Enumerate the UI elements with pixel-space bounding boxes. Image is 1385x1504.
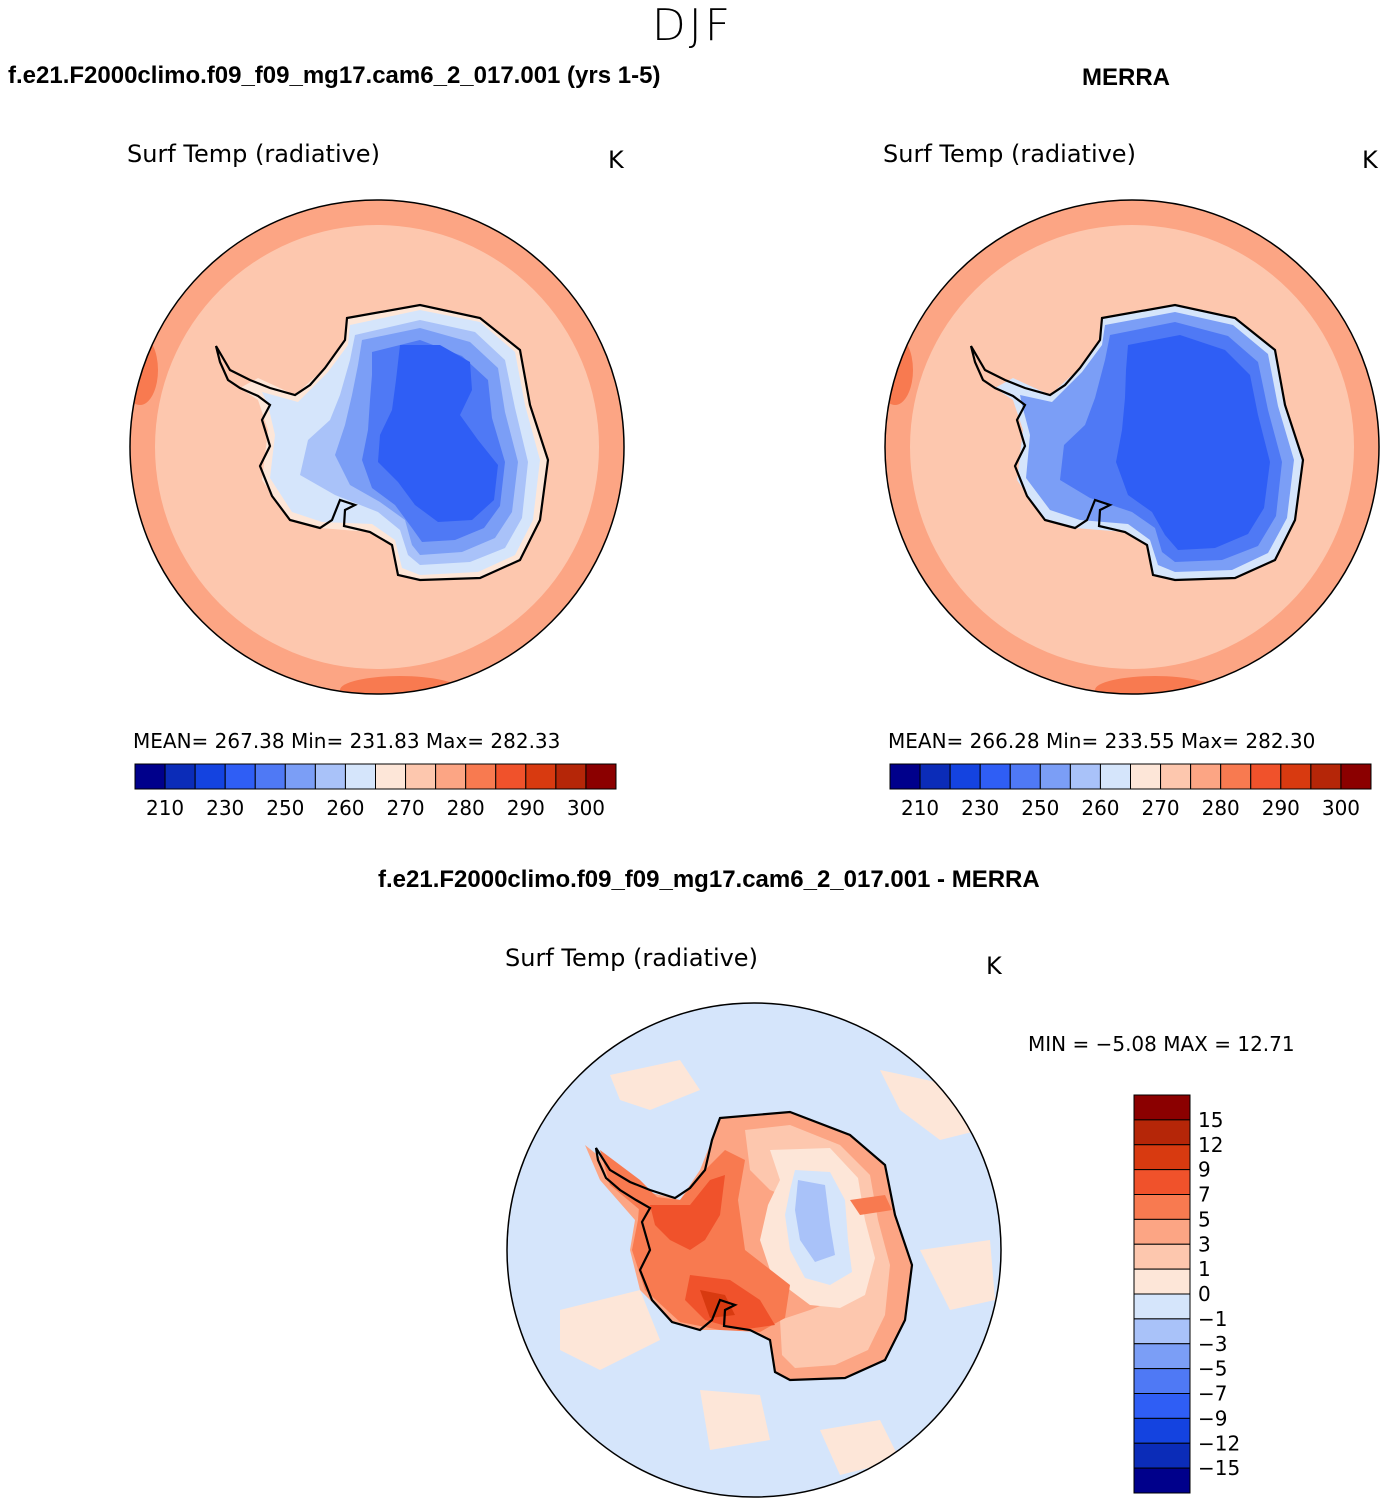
panel1-colorbar-swatch-9 xyxy=(405,763,437,790)
panel3-colorbar-swatch-0 xyxy=(1133,1094,1191,1121)
panel1-case-title: f.e21.F2000climo.f09_f09_mg17.cam6_2_017… xyxy=(8,62,661,89)
panel2-colorbar: 210 230 250 260 270 280 290 300 xyxy=(889,763,1372,820)
panel1-colorbar-swatch-6 xyxy=(314,763,346,790)
panel2-colorbar-swatch-10 xyxy=(1190,763,1222,790)
panel2-colorbar-tick-label: 230 xyxy=(961,796,999,820)
panel2-colorbar-swatch-14 xyxy=(1310,763,1342,790)
panel1-colorbar: 210 230 250 260 270 280 290 300 xyxy=(134,763,617,820)
panel3-colorbar-tick-label: −3 xyxy=(1198,1332,1227,1356)
panel2-colorbar-tick-label: 290 xyxy=(1262,796,1300,820)
panel3-colorbar-swatch-7 xyxy=(1133,1268,1191,1295)
panel2-colorbar-tick-label: 280 xyxy=(1202,796,1240,820)
panel1-colorbar-swatch-15 xyxy=(585,763,617,790)
panel1-colorbar-swatch-0 xyxy=(134,763,166,790)
figure-title: DJF xyxy=(651,0,734,51)
panel3-colorbar-swatch-6 xyxy=(1133,1243,1191,1270)
panel1-colorbar-swatch-2 xyxy=(194,763,226,790)
panel2-colorbar-tick-label: 210 xyxy=(901,796,939,820)
panel1-units-label: K xyxy=(608,146,624,174)
panel3-colorbar-tick-label: −1 xyxy=(1198,1307,1227,1331)
panel2-colorbar-swatch-9 xyxy=(1160,763,1192,790)
panel1-colorbar-tick-label: 230 xyxy=(206,796,244,820)
panel3-colorbar-swatch-14 xyxy=(1133,1442,1191,1469)
panel1-stats: MEAN= 267.38 Min= 231.83 Max= 282.33 xyxy=(133,729,561,753)
panel3-colorbar-swatch-1 xyxy=(1133,1119,1191,1146)
panel2-colorbar-swatch-4 xyxy=(1009,763,1041,790)
panel2-colorbar-tick-label: 300 xyxy=(1322,796,1360,820)
panel2-colorbar-swatch-8 xyxy=(1130,763,1162,790)
panel2-colorbar-swatch-15 xyxy=(1340,763,1372,790)
panel2-colorbar-swatch-11 xyxy=(1220,763,1252,790)
panel2-colorbar-tick-label: 270 xyxy=(1141,796,1179,820)
panel3-colorbar-tick-label: 12 xyxy=(1198,1133,1223,1157)
panel3-colorbar-swatch-3 xyxy=(1133,1169,1191,1195)
panel2-colorbar-swatch-7 xyxy=(1099,763,1131,790)
panel3-colorbar-tick-label: 3 xyxy=(1198,1232,1211,1256)
panel1-colorbar-swatch-11 xyxy=(465,763,497,790)
panel1-colorbar-swatch-14 xyxy=(555,763,587,790)
panel3-colorbar-tick-label: 5 xyxy=(1198,1207,1211,1231)
panel2-colorbar-tick-label: 250 xyxy=(1021,796,1059,820)
panel3-colorbar-swatch-9 xyxy=(1133,1318,1191,1345)
panel3-colorbar-swatch-5 xyxy=(1133,1218,1191,1245)
panel2-map: 210 230 250 260 270 280 290 300 xyxy=(884,199,1380,820)
panel3-variable-label: Surf Temp (radiative) xyxy=(505,944,758,972)
panel2-colorbar-swatch-0 xyxy=(889,763,921,790)
panel3-units-label: K xyxy=(986,952,1002,980)
panel1-variable-label: Surf Temp (radiative) xyxy=(127,140,380,168)
panel1-colorbar-tick-label: 270 xyxy=(386,796,424,820)
panel3-colorbar-swatch-4 xyxy=(1133,1194,1191,1220)
panel1-colorbar-tick-label: 280 xyxy=(447,796,485,820)
panel3-colorbar-swatch-15 xyxy=(1133,1467,1191,1494)
panel3-colorbar-tick-label: 9 xyxy=(1198,1158,1211,1182)
panel2-colorbar-swatch-13 xyxy=(1280,763,1312,790)
panel2-colorbar-swatch-2 xyxy=(949,763,981,790)
panel3-colorbar-swatch-12 xyxy=(1133,1393,1191,1419)
panel1-colorbar-tick-label: 210 xyxy=(146,796,184,820)
panel1-colorbar-swatch-7 xyxy=(344,763,376,790)
panel1-colorbar-swatch-3 xyxy=(224,763,256,790)
panel1-colorbar-tick-label: 250 xyxy=(266,796,304,820)
panel2-variable-label: Surf Temp (radiative) xyxy=(883,140,1136,168)
panel3-colorbar-tick-label: −15 xyxy=(1198,1456,1240,1480)
panel2-stats: MEAN= 266.28 Min= 233.55 Max= 282.30 xyxy=(888,729,1316,753)
panel2-colorbar-swatch-5 xyxy=(1039,763,1071,790)
panel3-colorbar-swatch-2 xyxy=(1133,1144,1191,1171)
panel3-colorbar-tick-label: −9 xyxy=(1198,1406,1227,1430)
panel3-colorbar-swatch-8 xyxy=(1133,1293,1191,1320)
panel1-colorbar-tick-label: 290 xyxy=(507,796,545,820)
panel1-colorbar-swatch-1 xyxy=(164,763,196,790)
panel3-case-title: f.e21.F2000climo.f09_f09_mg17.cam6_2_017… xyxy=(378,866,1040,893)
panel2-colorbar-tick-label: 260 xyxy=(1081,796,1119,820)
panel2-colorbar-swatch-1 xyxy=(919,763,951,790)
panel1-colorbar-swatch-13 xyxy=(525,763,557,790)
panel3-colorbar-swatch-13 xyxy=(1133,1417,1191,1444)
panel1-colorbar-swatch-8 xyxy=(375,763,407,790)
panel3-colorbar-swatch-10 xyxy=(1133,1343,1191,1370)
panel1-colorbar-swatch-5 xyxy=(284,763,316,790)
panel3-colorbar-tick-label: 0 xyxy=(1198,1282,1211,1306)
panel1-colorbar-tick-label: 260 xyxy=(326,796,364,820)
panel2-units-label: K xyxy=(1362,146,1378,174)
panel3-colorbar-tick-label: 15 xyxy=(1198,1108,1223,1132)
panel3-colorbar-swatch-11 xyxy=(1133,1368,1191,1394)
panel1-colorbar-swatch-10 xyxy=(435,763,467,790)
panel3-colorbar-tick-label: −5 xyxy=(1198,1357,1227,1381)
panel2-case-title: MERRA xyxy=(1082,64,1170,91)
panel2-colorbar-swatch-3 xyxy=(979,763,1011,790)
panel2-colorbar-swatch-6 xyxy=(1069,763,1101,790)
panel3-colorbar-tick-label: 1 xyxy=(1198,1257,1211,1281)
panel3-colorbar-tick-label: 7 xyxy=(1198,1183,1211,1207)
panel1-colorbar-swatch-4 xyxy=(254,763,286,790)
panel1-colorbar-tick-label: 300 xyxy=(567,796,605,820)
panel3-stats: MIN = −5.08 MAX = 12.71 xyxy=(1028,1032,1295,1056)
panel1-map: 210 230 250 260 270 280 290 300 xyxy=(129,199,625,820)
panel3-colorbar-tick-label: −12 xyxy=(1198,1431,1240,1455)
panel1-colorbar-swatch-12 xyxy=(495,763,527,790)
panel2-colorbar-swatch-12 xyxy=(1250,763,1282,790)
panel3-colorbar-tick-label: −7 xyxy=(1198,1382,1227,1406)
